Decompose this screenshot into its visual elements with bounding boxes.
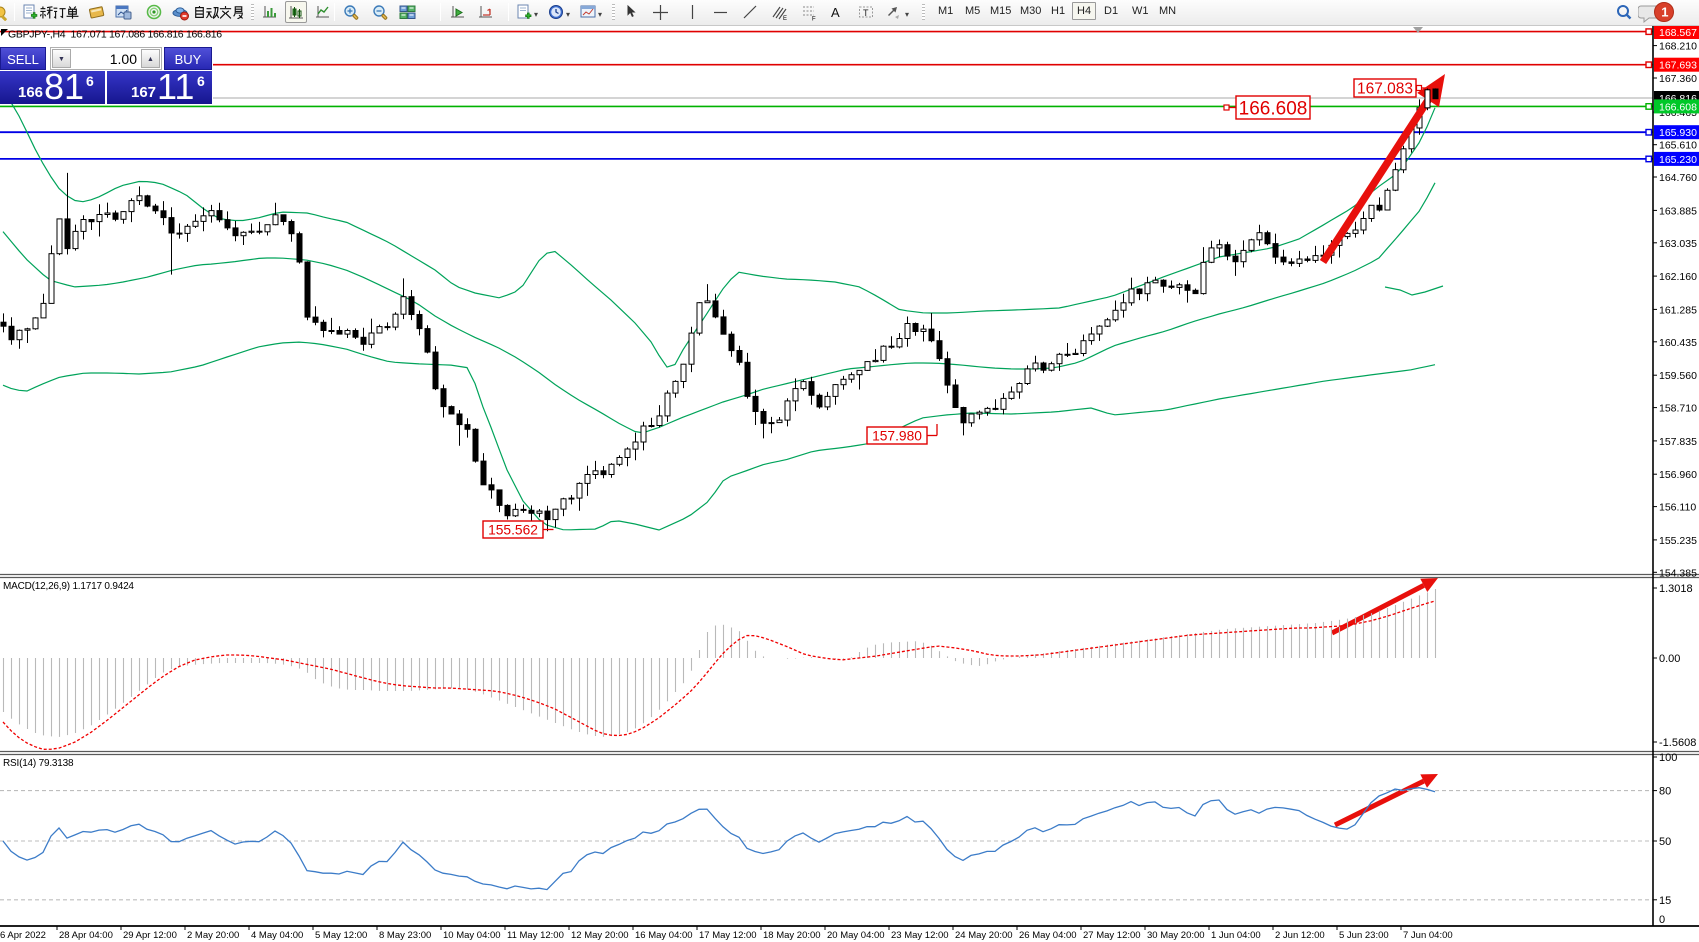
- svg-text:E: E: [783, 16, 787, 21]
- svg-text:80: 80: [1659, 786, 1671, 798]
- svg-text:167.083: 167.083: [1357, 81, 1413, 98]
- svg-text:155.235: 155.235: [1659, 535, 1697, 547]
- svg-text:0.00: 0.00: [1659, 653, 1680, 665]
- svg-text:10 May 04:00: 10 May 04:00: [443, 930, 501, 941]
- svg-text:26 May 04:00: 26 May 04:00: [1019, 930, 1077, 941]
- svg-text:165.930: 165.930: [1659, 127, 1697, 139]
- svg-text:162.160: 162.160: [1659, 271, 1697, 283]
- svg-text:163.885: 163.885: [1659, 205, 1697, 217]
- svg-text:8 May 23:00: 8 May 23:00: [379, 930, 431, 941]
- svg-text:5 May 12:00: 5 May 12:00: [315, 930, 367, 941]
- svg-text:1: 1: [1661, 5, 1668, 20]
- svg-text:0: 0: [1659, 914, 1665, 926]
- svg-text:163.035: 163.035: [1659, 238, 1697, 250]
- svg-text:159.560: 159.560: [1659, 370, 1697, 382]
- svg-text:23 May 12:00: 23 May 12:00: [891, 930, 949, 941]
- svg-text:MACD(12,26,9) 1.1717 0.9424: MACD(12,26,9) 1.1717 0.9424: [3, 581, 134, 592]
- svg-text:165.230: 165.230: [1659, 154, 1697, 166]
- svg-text:50: 50: [1659, 836, 1671, 848]
- svg-text:168.210: 168.210: [1659, 41, 1697, 53]
- svg-text:17 May 12:00: 17 May 12:00: [699, 930, 757, 941]
- svg-text:167.693: 167.693: [1659, 60, 1697, 72]
- svg-text:11 May 12:00: 11 May 12:00: [507, 930, 564, 941]
- svg-text:157.835: 157.835: [1659, 436, 1697, 448]
- svg-text:164.760: 164.760: [1659, 172, 1697, 184]
- svg-text:T: T: [863, 8, 869, 18]
- svg-text:2 May 20:00: 2 May 20:00: [187, 930, 239, 941]
- svg-text:155.562: 155.562: [488, 523, 538, 538]
- svg-text:5 Jun 23:00: 5 Jun 23:00: [1339, 930, 1389, 941]
- svg-text:1.3018: 1.3018: [1659, 583, 1693, 595]
- svg-text:GBPJPY-,H4 167.071 167.086 16: GBPJPY-,H4 167.071 167.086 166.816 166.8…: [8, 29, 222, 41]
- svg-text:158.710: 158.710: [1659, 403, 1697, 415]
- svg-text:165.610: 165.610: [1659, 140, 1697, 152]
- svg-text:157.980: 157.980: [872, 429, 922, 444]
- svg-text:156.110: 156.110: [1659, 502, 1696, 514]
- svg-text:1 Jun 04:00: 1 Jun 04:00: [1211, 930, 1261, 941]
- svg-text:2 Jun 12:00: 2 Jun 12:00: [1275, 930, 1325, 941]
- svg-text:100: 100: [1659, 752, 1677, 764]
- svg-text:27 May 12:00: 27 May 12:00: [1083, 930, 1141, 941]
- svg-text:18 May 20:00: 18 May 20:00: [763, 930, 821, 941]
- svg-text:168.567: 168.567: [1659, 27, 1697, 39]
- svg-text:160.435: 160.435: [1659, 337, 1697, 349]
- svg-text:28 Apr 04:00: 28 Apr 04:00: [59, 930, 113, 941]
- svg-text:4 May 04:00: 4 May 04:00: [251, 930, 303, 941]
- svg-text:20 May 04:00: 20 May 04:00: [827, 930, 885, 941]
- svg-text:166.608: 166.608: [1659, 101, 1697, 113]
- svg-text:16 May 04:00: 16 May 04:00: [635, 930, 693, 941]
- svg-text:30 May 20:00: 30 May 20:00: [1147, 930, 1205, 941]
- svg-text:7 Jun 04:00: 7 Jun 04:00: [1403, 930, 1453, 941]
- svg-text:161.285: 161.285: [1659, 304, 1697, 316]
- svg-text:166.608: 166.608: [1239, 98, 1308, 119]
- svg-text:154.385: 154.385: [1659, 567, 1697, 579]
- svg-text:RSI(14) 79.3138: RSI(14) 79.3138: [3, 758, 74, 769]
- svg-text:12 May 20:00: 12 May 20:00: [571, 930, 629, 941]
- svg-text:29 Apr 12:00: 29 Apr 12:00: [123, 930, 177, 941]
- svg-text:F: F: [812, 17, 816, 22]
- svg-text:15: 15: [1659, 895, 1671, 907]
- svg-text:6 Apr 2022: 6 Apr 2022: [0, 930, 46, 941]
- svg-text:-1.5608: -1.5608: [1659, 737, 1696, 749]
- svg-text:156.960: 156.960: [1659, 469, 1697, 481]
- svg-text:167.360: 167.360: [1659, 73, 1697, 85]
- svg-text:24 May 20:00: 24 May 20:00: [955, 930, 1013, 941]
